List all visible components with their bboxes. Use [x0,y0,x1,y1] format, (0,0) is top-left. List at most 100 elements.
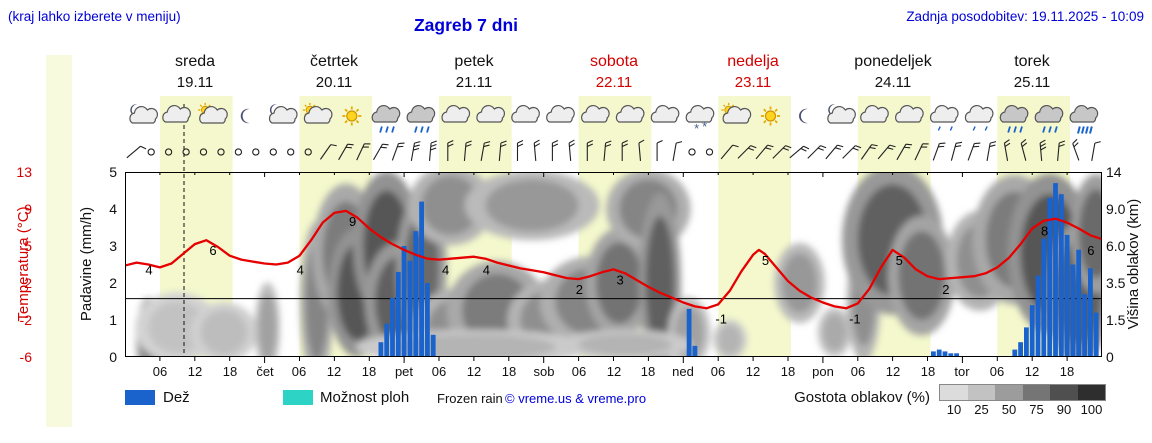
cloud-icon [476,104,505,123]
cloud-icon [511,104,540,123]
density-tick-label: 90 [1056,402,1072,417]
svg-text:*: * [694,121,699,136]
x-tick-label: 12 [1024,364,1040,379]
svg-text:2: 2 [576,282,583,297]
cloud-tick-label: 0 [1106,349,1114,365]
menu-hint: (kraj lahko izberete v meniju) [8,9,181,24]
temp-tick-label: 13 [16,164,32,180]
precip-tick-label: 5 [109,164,117,180]
page-title: Zagreb 7 dni [413,15,519,35]
rain-bars [378,183,1099,357]
svg-text:8: 8 [1041,224,1048,239]
density-swatch [967,385,995,400]
day-name: ponedeljek [854,53,932,70]
x-tick-label: 12 [187,364,203,379]
cloud-tick-label: 1.5 [1106,312,1126,328]
density-swatch [1050,385,1078,400]
precip-tick-label: 4 [109,201,117,217]
last-update: Zadnja posodobitev: 19.11.2025 - 10:09 [906,9,1144,24]
x-tick-label: 12 [466,364,482,379]
axis-ticks [159,172,1068,363]
precipitation-axis-label: Padavine (mm/h) [78,206,95,322]
sun-cloud-icon [721,102,752,124]
svg-text:2: 2 [942,282,949,297]
x-tick-label: čet [256,364,274,379]
x-tick-label: 18 [1059,364,1075,379]
temp-tick-label: 2 [24,275,32,291]
drizzle-icon [929,104,959,131]
day-name: sreda [174,53,216,70]
left-accent-strip [46,55,72,427]
density-tick-label: 10 [946,402,962,417]
cloud-tick-label: 14 [1106,164,1122,180]
day-date: 24.11 [874,74,912,91]
temp-tick-label: -6 [19,349,32,365]
svg-text:6: 6 [1087,243,1094,258]
precip-tick-label: 3 [109,238,117,254]
density-swatch [1077,385,1105,400]
x-tick-label: 06 [571,364,587,379]
density-tick-label: 50 [1001,402,1017,417]
showers-legend-swatch [283,390,313,405]
precip-tick-label: 2 [109,275,117,291]
x-tick-label: 18 [920,364,936,379]
x-tick-label: 12 [326,364,342,379]
x-tick-label: 18 [222,364,238,379]
rain-icon [406,104,436,133]
density-tick-label: 25 [974,402,989,417]
cloud-icon [546,104,575,123]
temp-tick-label: 5 [24,238,32,254]
temp-tick-label: -2 [19,312,32,328]
density-tick-label: 100 [1080,402,1103,417]
x-tick-label: pon [812,364,834,379]
sun-icon [761,106,780,126]
x-tick-label: 06 [989,364,1005,379]
moon-cloud-icon [268,104,298,124]
x-tick-label: tor [954,364,970,379]
rain-legend-swatch [125,390,155,405]
day-name: četrtek [309,53,358,70]
cloud-icon [162,104,191,123]
svg-text:4: 4 [145,263,152,278]
x-tick-label: 06 [710,364,726,379]
snow-icon: * * [685,104,715,136]
x-tick-label: sob [533,364,555,379]
weather-icons: * * [129,102,1099,136]
density-swatch [940,385,968,400]
wind-barbs [126,138,1101,162]
cloud-icon [615,104,645,123]
svg-text:5: 5 [762,253,769,268]
rain-icon [999,104,1029,133]
density-swatch [995,385,1023,400]
x-tick-label: 06 [152,364,168,379]
moon-icon [240,108,250,124]
cloud-tick-label: 9.0 [1106,201,1126,217]
precip-tick-label: 1 [109,312,117,328]
day-name: petek [454,53,494,70]
svg-text:5: 5 [896,253,903,268]
svg-text:6: 6 [209,243,216,258]
x-tick-label: 18 [780,364,796,379]
x-tick-label: 12 [885,364,901,379]
sun-cloud-icon [198,102,228,124]
precip-tick-label: 0 [109,349,117,365]
svg-text:4: 4 [442,263,449,278]
cloud-tick-label: 3.5 [1106,275,1126,291]
density-gradient [939,384,1106,401]
density-swatch [1022,385,1050,400]
x-tick-label: ned [672,364,694,379]
svg-text:4: 4 [297,263,304,278]
meteogram-chart: 4 6 4 9 4 4 2 3 -1 5 -1 5 2 8 6 * * [125,96,1102,363]
cloud-tick-label: 6.0 [1106,238,1126,254]
svg-text:3: 3 [617,272,624,287]
x-tick-label: 06 [431,364,447,379]
cloud-icon [441,104,471,123]
day-date: 20.11 [315,74,353,91]
x-tick-label: 12 [606,364,622,379]
cloud-icon [650,104,680,123]
x-tick-label: 12 [745,364,761,379]
copyright-link[interactable]: © vreme.us & vreme.pro [505,391,647,406]
drizzle-icon [964,104,994,131]
x-tick-label: 06 [291,364,307,379]
sun-icon [342,106,362,126]
